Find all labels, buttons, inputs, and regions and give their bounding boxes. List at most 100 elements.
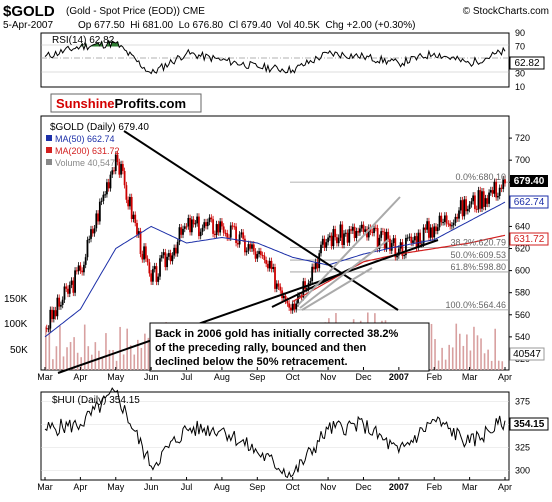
price-candle-body [125,185,128,200]
price-candle-body [192,219,195,225]
price-candle-body [130,197,133,220]
price-candle-body [166,256,168,268]
price-candle-body [479,190,482,209]
ma200-tag-value: 631.72 [514,234,545,245]
volume-tick-150k: 150K [4,294,28,305]
volume-tag-value: 40547 [513,349,541,360]
volume-tick-50k: 50K [10,345,28,356]
price-candle-body [45,328,48,330]
price-candle-body [295,303,298,310]
price-candle-body [470,201,473,205]
price-candle-body [438,215,441,228]
logo: SunshineProfits.com [50,93,202,113]
price-candle-body [313,266,315,270]
price-candle-body [297,295,299,304]
volume-bar [91,354,93,370]
price-candle-body [187,217,190,227]
price-candle-body [431,227,434,238]
volume-bar [466,334,468,370]
volume-bar [101,357,104,370]
price-candle-body [251,244,253,249]
volume-bar [444,359,447,370]
fan-line-1 [297,196,401,306]
x-axis-label: Mar [37,482,53,492]
price-candle-body [67,288,69,294]
price-candle-body [456,216,459,219]
price-candle-body [475,208,478,210]
price-candle-body [235,226,237,244]
price-candle-body [245,250,248,253]
price-candle-body [254,251,257,259]
price-candle-body [240,232,243,235]
price-candle-body [196,216,199,224]
price-tick-label: 600 [515,266,530,276]
price-candle-body [383,231,386,249]
price-candle-body [459,200,462,211]
price-candle-body [394,238,397,258]
volume-bar [480,338,482,370]
price-candle-body [327,237,329,243]
price-candle-body [164,252,167,268]
volume-bar [473,326,475,370]
price-candle-body [311,266,314,282]
fan-line-3 [301,267,373,311]
x-axis-label: Apr [498,372,512,382]
price-candle-body [221,221,223,227]
volume-bar [437,360,440,370]
price-candle-body [190,219,193,233]
price-candle-body [228,237,230,239]
volume-bar [497,360,500,370]
hui-tick-label: 325 [515,443,530,453]
price-candle-body [160,255,163,259]
price-candle-body [468,204,471,210]
price-tick-label: 640 [515,221,530,231]
price-candle-body [185,226,188,228]
x-axis-label: Feb [426,482,442,492]
price-candle-body [284,295,287,301]
volume-bar [122,354,125,370]
price-candle-body [406,237,409,239]
price-candle-body [408,236,411,238]
price-candle-body [171,255,174,262]
price-candle-body [261,254,264,256]
volume-bar [76,352,79,370]
price-candle-body [288,303,291,308]
volume-bar [133,354,136,370]
price-candle-body [148,262,151,274]
price-title: $GOLD (Daily) 679.40 [50,122,149,133]
price-candle-body [396,255,398,258]
close-price-value: 679.40 [514,176,545,187]
price-candle-body [504,179,506,184]
price-candle-body [231,225,234,227]
volume-bar [129,345,132,370]
logo-part-sunshine: Sunshine [56,96,115,111]
volume-bar [59,325,61,370]
price-candle-body [65,286,68,289]
volume-bar [441,347,443,370]
price-candle-body [442,222,444,224]
price-candle-body [116,154,119,163]
rsi-tick-label: 90 [515,28,525,38]
price-candle-body [360,224,363,229]
price-candle-body [249,244,252,249]
price-candle-body [91,229,94,234]
volume-bar [83,324,86,370]
price-candle-body [302,281,305,298]
price-candle-body [150,273,153,282]
price-candle-body [86,239,89,258]
price-candle-body [305,288,308,290]
price-candle-body [132,214,135,220]
x-axis-label: 2007 [389,482,409,492]
volume-bar [459,333,461,370]
volume-bar [494,328,496,370]
price-candle-body [401,242,404,256]
price-candle-body [290,307,292,311]
price-candle-body [61,299,64,305]
price-candle-body [477,190,480,210]
x-axis-label: Jun [144,372,159,382]
price-candle-body [465,199,467,212]
price-candle-body [314,261,317,270]
price-candle-body [304,281,306,290]
volume-tick-100k: 100K [4,319,28,330]
price-candle-body [362,224,365,232]
